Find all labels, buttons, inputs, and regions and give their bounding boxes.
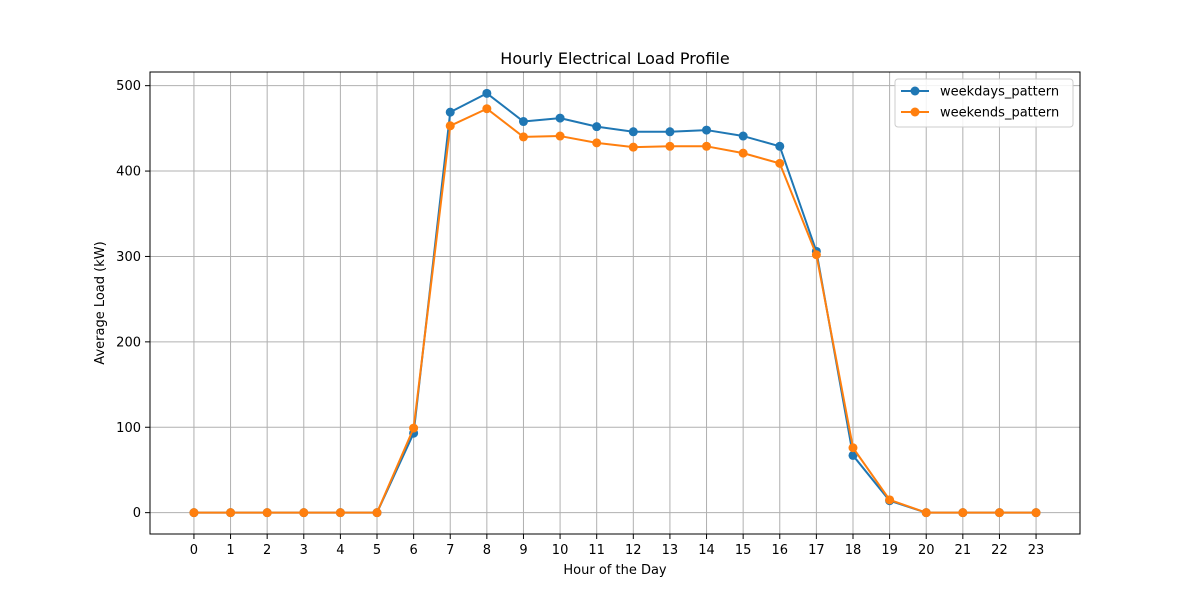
x-tick-label: 17: [808, 543, 825, 558]
grid-lines: [150, 72, 1080, 534]
legend-marker-weekends_pattern: [910, 107, 920, 117]
data-point-weekdays_pattern: [738, 131, 748, 141]
x-tick-label: 22: [991, 543, 1008, 558]
x-axis-label: Hour of the Day: [563, 563, 667, 578]
data-point-weekends_pattern: [628, 142, 638, 152]
x-tick-label: 21: [955, 543, 972, 558]
x-tick-label: 23: [1028, 543, 1045, 558]
data-point-weekdays_pattern: [665, 127, 675, 137]
data-point-weekends_pattern: [665, 141, 675, 151]
x-tick-label: 3: [300, 543, 308, 558]
y-axis-label: Average Load (kW): [93, 241, 108, 364]
y-tick-label: 100: [116, 421, 141, 436]
data-point-weekends_pattern: [702, 141, 712, 151]
x-tick-label: 18: [845, 543, 862, 558]
data-point-weekdays_pattern: [518, 117, 528, 127]
data-point-weekdays_pattern: [482, 88, 492, 98]
data-point-weekends_pattern: [445, 121, 455, 131]
x-tick-label: 8: [483, 543, 491, 558]
x-tick-label: 4: [336, 543, 344, 558]
x-tick-label: 5: [373, 543, 381, 558]
data-point-weekends_pattern: [299, 508, 309, 518]
data-point-weekends_pattern: [189, 508, 199, 518]
chart-title: Hourly Electrical Load Profile: [500, 49, 729, 68]
data-point-weekends_pattern: [1031, 508, 1041, 518]
series-line-weekends_pattern: [193, 107, 1037, 514]
data-point-weekends_pattern: [775, 158, 785, 168]
data-point-weekends_pattern: [885, 495, 895, 505]
x-tick-label: 2: [263, 543, 271, 558]
y-tick-label: 0: [133, 506, 141, 521]
data-point-weekdays_pattern: [445, 107, 455, 117]
data-point-weekends_pattern: [848, 443, 858, 453]
data-point-weekdays_pattern: [628, 127, 638, 137]
legend-box: [894, 78, 1074, 128]
data-point-weekends_pattern: [482, 104, 492, 114]
data-point-weekends_pattern: [409, 423, 419, 433]
x-tick-label: 19: [881, 543, 898, 558]
y-tick-label: 300: [116, 250, 141, 265]
x-tick-label: 1: [226, 543, 234, 558]
data-series: [189, 88, 1041, 518]
legend-label-weekends_pattern: weekends_pattern: [940, 106, 1059, 121]
data-point-weekdays_pattern: [555, 113, 565, 123]
legend: weekdays_pattern weekends_pattern: [894, 78, 1074, 128]
data-point-weekdays_pattern: [848, 450, 858, 460]
y-axis-ticks: 0 100 200 300 400 500: [116, 79, 150, 521]
x-tick-label: 20: [918, 543, 935, 558]
x-axis-ticks: 0 1 2 3 4 5 6 7 8 9 10 11 12 13 14 15 16 17 18 19 20 21 22 23: [190, 534, 1045, 558]
data-point-weekends_pattern: [262, 508, 272, 518]
data-point-weekdays_pattern: [775, 141, 785, 151]
x-tick-label: 10: [552, 543, 569, 558]
x-tick-label: 7: [446, 543, 454, 558]
x-tick-label: 15: [735, 543, 752, 558]
x-tick-label: 12: [625, 543, 642, 558]
data-point-weekends_pattern: [811, 250, 821, 260]
y-tick-label: 400: [116, 165, 141, 180]
x-tick-label: 14: [698, 543, 715, 558]
x-tick-label: 9: [519, 543, 527, 558]
data-point-weekends_pattern: [958, 508, 968, 518]
legend-marker-weekdays_pattern: [910, 86, 920, 96]
plot-frame: [149, 71, 1081, 535]
data-point-weekends_pattern: [994, 508, 1004, 518]
data-point-weekends_pattern: [738, 148, 748, 158]
x-tick-label: 6: [409, 543, 417, 558]
data-point-weekdays_pattern: [592, 122, 602, 132]
y-tick-label: 500: [116, 79, 141, 94]
data-point-weekends_pattern: [592, 138, 602, 148]
y-tick-label: 200: [116, 335, 141, 350]
x-tick-label: 13: [662, 543, 679, 558]
x-tick-label: 16: [771, 543, 788, 558]
data-point-weekends_pattern: [335, 508, 345, 518]
data-point-weekends_pattern: [518, 132, 528, 142]
x-tick-label: 11: [588, 543, 605, 558]
data-point-weekends_pattern: [226, 508, 236, 518]
data-point-weekdays_pattern: [702, 125, 712, 135]
x-tick-label: 0: [190, 543, 198, 558]
data-point-weekends_pattern: [372, 508, 382, 518]
data-point-weekends_pattern: [555, 131, 565, 141]
data-point-weekends_pattern: [921, 508, 931, 518]
legend-label-weekdays_pattern: weekdays_pattern: [940, 85, 1059, 100]
series-line-weekdays_pattern: [193, 92, 1037, 514]
